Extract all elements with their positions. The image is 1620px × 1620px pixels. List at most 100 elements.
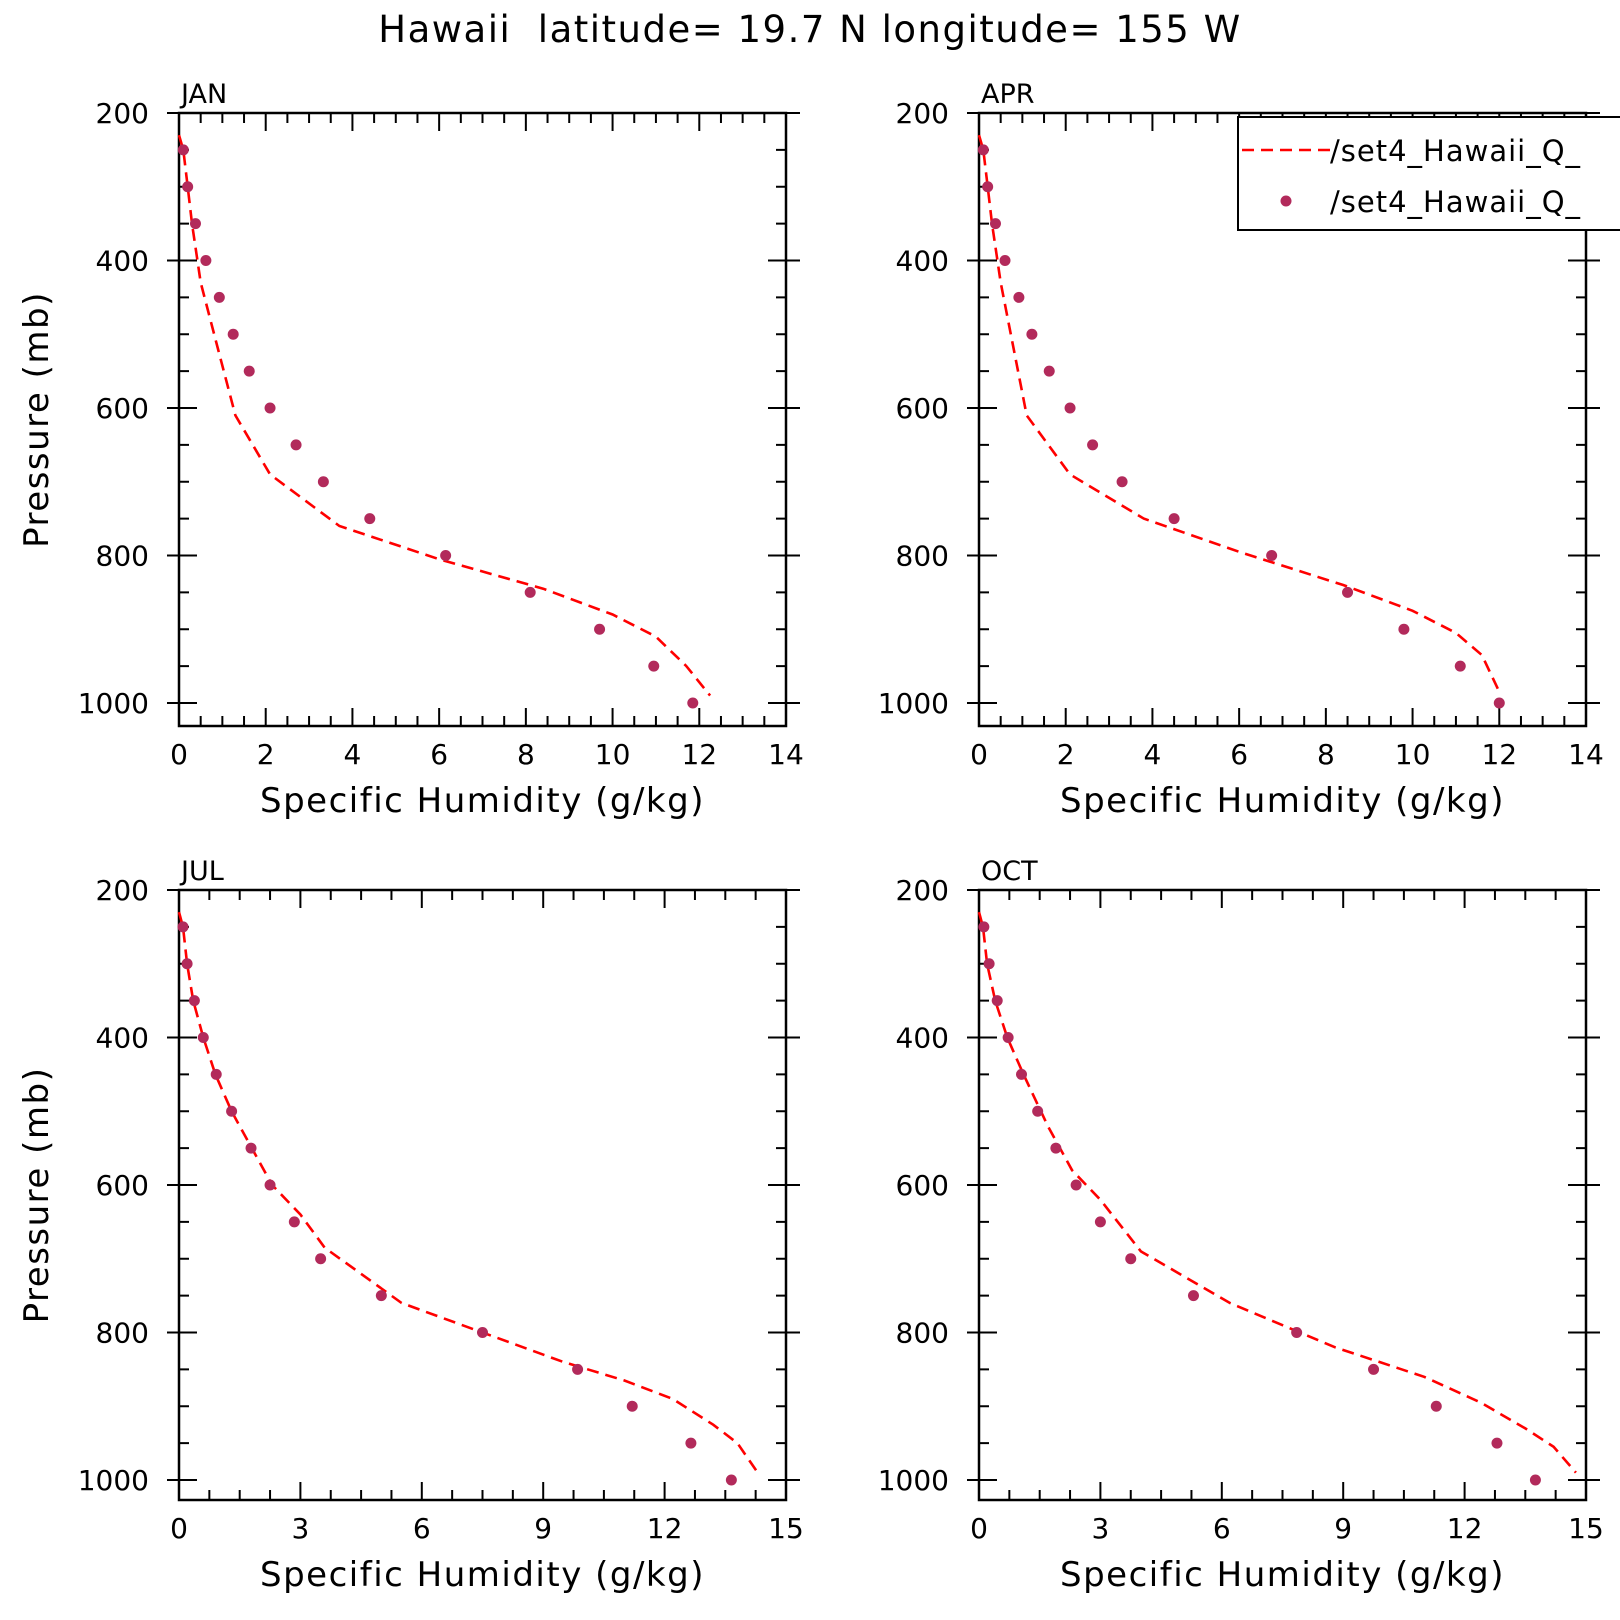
oct-x-tick-label: 9	[1334, 1512, 1352, 1545]
apr-x-axis-label: Specific Humidity (g/kg)	[1060, 781, 1505, 821]
apr-x-tick-label: 4	[1144, 738, 1162, 771]
jul-obs-point	[188, 995, 200, 1007]
jan-obs-point	[524, 586, 536, 598]
apr-x-tick-label: 12	[1481, 738, 1517, 771]
apr-obs-point	[1087, 439, 1099, 451]
oct-x-tick-label: 0	[970, 1512, 988, 1545]
oct-panel-label: OCT	[981, 856, 1038, 887]
jul-obs-point	[226, 1105, 238, 1117]
jan-y-tick-label: 1000	[78, 687, 149, 720]
oct-obs-point	[1015, 1068, 1027, 1080]
jan-y-tick-label: 200	[96, 97, 149, 130]
jan-plot-frame	[177, 111, 788, 728]
jul-obs-point	[197, 1032, 209, 1043]
jul-obs-point	[375, 1290, 387, 1302]
oct-y-tick-label: 200	[896, 874, 949, 907]
jan-obs-point	[200, 255, 212, 266]
jan-x-tick-label: 6	[430, 738, 448, 771]
figure-title: Hawaii latitude= 19.7 N longitude= 155 W	[378, 8, 1241, 51]
jul-x-tick-label: 3	[291, 1512, 309, 1545]
apr-obs-point	[977, 144, 989, 156]
apr-y-tick-label: 600	[896, 392, 949, 425]
oct-x-tick-label: 3	[1091, 1512, 1109, 1545]
oct-obs-point	[1050, 1142, 1062, 1154]
jan-x-tick-label: 14	[768, 738, 804, 771]
apr-obs-point	[999, 255, 1011, 266]
jan-obs-point	[243, 365, 255, 377]
oct-y-tick-label: 800	[896, 1317, 949, 1350]
oct-obs-point	[1368, 1363, 1380, 1375]
jul-obs-point	[315, 1253, 327, 1265]
oct-y-tick-label: 400	[896, 1022, 949, 1055]
jan-obs-point	[264, 402, 276, 414]
oct-obs-point	[1529, 1474, 1541, 1486]
apr-x-tick-label: 10	[1395, 738, 1431, 771]
jan-y-tick-label: 600	[96, 392, 149, 425]
jan-x-tick-label: 10	[595, 738, 631, 771]
jul-y-tick-label: 1000	[78, 1464, 149, 1497]
apr-obs-point	[989, 218, 1001, 230]
apr-panel-label: APR	[981, 79, 1035, 110]
apr-x-tick-label: 14	[1568, 738, 1604, 771]
jan-panel-label: JAN	[179, 79, 227, 110]
apr-obs-point	[1398, 623, 1410, 635]
jul-x-tick-label: 9	[534, 1512, 552, 1545]
oct-obs-point	[1430, 1400, 1442, 1412]
jan-obs-point	[648, 660, 660, 672]
legend-swatch-dot	[1280, 195, 1292, 207]
jan-obs-point	[440, 550, 452, 561]
jul-obs-point	[477, 1327, 488, 1338]
jul-y-tick-label: 800	[96, 1317, 149, 1350]
jul-panel-label: JUL	[179, 856, 224, 887]
apr-obs-point	[1342, 586, 1354, 598]
jul-obs-point	[626, 1400, 638, 1412]
jan-obs-point	[213, 291, 225, 303]
jul-x-tick-label: 6	[413, 1512, 431, 1545]
jul-obs-point	[264, 1179, 276, 1191]
apr-obs-point	[1064, 402, 1076, 414]
apr-y-tick-label: 1000	[878, 687, 949, 720]
legend-label-obs: /set4_Hawaii_Q_	[1330, 185, 1581, 219]
apr-obs-point	[982, 181, 994, 193]
jan-x-tick-label: 4	[344, 738, 362, 771]
legend-label-model: /set4_Hawaii_Q_	[1330, 134, 1581, 168]
jul-obs-point	[245, 1142, 257, 1154]
jul-y-tick-label: 600	[96, 1169, 149, 1202]
jan-obs-point	[189, 218, 201, 230]
jan-obs-point	[594, 623, 606, 635]
jul-x-tick-label: 15	[768, 1512, 804, 1545]
oct-obs-point	[1032, 1105, 1044, 1117]
apr-y-tick-label: 400	[896, 245, 949, 278]
jul-x-axis-label: Specific Humidity (g/kg)	[260, 1555, 705, 1595]
jan-x-tick-label: 0	[170, 738, 188, 771]
jan-obs-point	[177, 144, 189, 156]
apr-x-tick-label: 2	[1057, 738, 1075, 771]
legend-box	[1237, 116, 1620, 231]
jul-obs-point	[725, 1474, 737, 1486]
jan-x-tick-label: 8	[517, 738, 535, 771]
jan-y-tick-label: 400	[96, 245, 149, 278]
oct-y-tick-label: 600	[896, 1169, 949, 1202]
apr-obs-point	[1043, 365, 1055, 377]
oct-obs-point	[1002, 1032, 1014, 1043]
jan-x-axis-label: Specific Humidity (g/kg)	[260, 781, 705, 821]
apr-y-tick-label: 800	[896, 540, 949, 573]
jul-obs-point	[177, 921, 189, 933]
apr-obs-point	[1493, 697, 1505, 709]
jan-obs-point	[687, 697, 699, 709]
apr-x-tick-label: 6	[1230, 738, 1248, 771]
jul-obs-point	[572, 1363, 584, 1375]
jan-obs-point	[290, 439, 302, 451]
apr-obs-point	[1116, 476, 1128, 488]
jul-model-dashed-line	[177, 911, 759, 1474]
jul-x-tick-label: 12	[647, 1512, 683, 1545]
jul-obs-point	[685, 1437, 697, 1449]
oct-plot-frame	[977, 888, 1588, 1502]
oct-x-tick-label: 6	[1213, 1512, 1231, 1545]
jan-obs-point	[227, 328, 239, 340]
apr-x-tick-label: 0	[970, 738, 988, 771]
apr-obs-point	[1168, 513, 1180, 525]
apr-y-tick-label: 200	[896, 97, 949, 130]
apr-x-tick-label: 8	[1317, 738, 1335, 771]
oct-x-axis-label: Specific Humidity (g/kg)	[1060, 1555, 1505, 1595]
